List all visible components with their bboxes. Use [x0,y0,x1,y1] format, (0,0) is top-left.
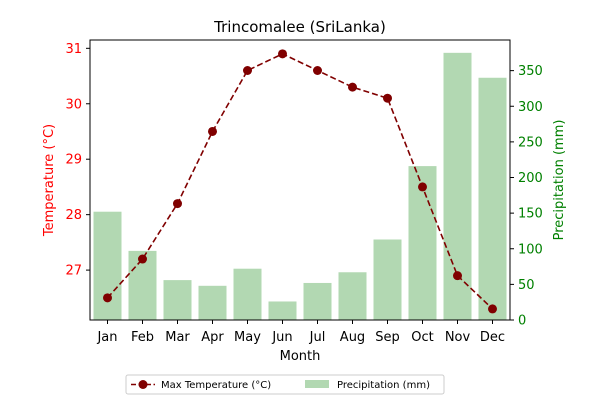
y-left-tick-label: 27 [65,264,82,279]
temperature-point [138,254,147,264]
y-left-tick-label: 28 [65,208,82,223]
temperature-point [383,93,392,103]
x-tick-label: Aug [340,330,365,345]
x-tick-label: Jun [271,330,292,345]
y-right-tick-label: 350 [518,64,543,79]
precipitation-bar [373,239,402,320]
x-tick-label: May [234,330,261,345]
temperature-point [348,82,357,92]
y-right-tick-label: 150 [518,207,543,222]
legend-bar-label: Precipitation (mm) [337,380,430,391]
y-right-tick-label: 0 [518,314,526,329]
y-left-tick-label: 31 [65,42,82,57]
x-tick-label: Sep [375,330,400,345]
legend: Max Temperature (°C) Precipitation (mm) [125,374,445,395]
precipitation-bar [408,166,437,320]
y-right-axis-label: Precipitation (mm) [552,120,567,241]
x-tick-label: Nov [445,330,471,345]
x-tick-label: Mar [165,330,190,345]
precipitation-bar [163,280,192,320]
y-right-tick-label: 300 [518,100,543,115]
x-tick-label: Dec [480,330,505,345]
temperature-point [488,304,497,314]
precipitation-bar [198,285,227,320]
line-layer [103,49,497,314]
precipitation-bar [303,282,332,320]
temperature-point [278,49,287,59]
precipitation-bar [268,301,297,320]
precipitation-bar [338,272,367,320]
x-tick-label: Oct [411,330,433,345]
y-right-tick-label: 250 [518,135,543,150]
temperature-point [313,65,322,75]
legend-line-label: Max Temperature (°C) [161,380,271,391]
y-left-tick-label: 29 [65,153,82,168]
x-tick-label: Jan [96,330,117,345]
x-tick-label: Apr [201,330,224,345]
y-right-tick-label: 100 [518,242,543,257]
y-left-axis-label: Temperature (°C) [42,124,57,237]
y-left-tick-label: 30 [65,97,82,112]
plot-frame [89,39,511,321]
temperature-point [243,65,252,75]
y-left-axis-ticks: 27 28 29 30 31 [65,42,90,279]
temperature-point [453,271,462,281]
x-axis-label: Month [280,349,321,364]
temperature-point [103,293,112,303]
y-right-tick-label: 50 [518,278,535,293]
legend-frame [125,374,445,395]
bars-layer [93,52,507,321]
precipitation-bar [93,211,122,320]
chart-title: Trincomalee (SriLanka) [213,18,386,36]
temperature-point [208,126,217,136]
x-tick-label: Feb [131,330,154,345]
legend-line-marker [138,380,148,389]
temperature-point [418,182,427,192]
x-axis-ticks: Jan Feb Mar Apr May Jun Jul Aug Sep Oct Nov Dec [96,320,505,345]
x-tick-label: Jul [309,330,326,345]
precipitation-bar [233,268,262,320]
legend-bar-swatch [305,380,329,388]
precipitation-bar [478,77,507,321]
y-right-tick-label: 200 [518,171,543,186]
temperature-point [173,199,182,209]
y-right-axis-ticks: 0 50 100 150 200 250 300 350 [510,64,543,329]
temperature-line [106,52,494,310]
